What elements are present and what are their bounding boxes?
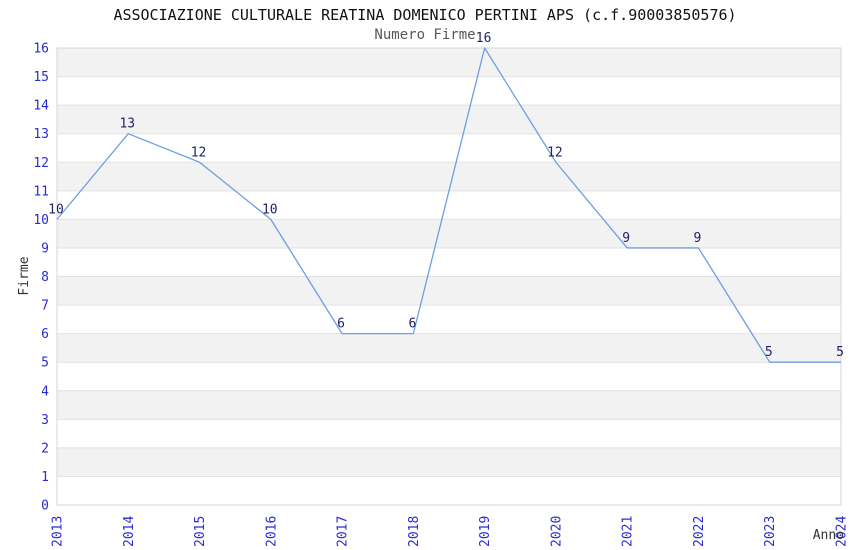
y-tick-label: 6 [41, 327, 49, 342]
point-label: 16 [476, 31, 492, 46]
x-tick-label: 2016 [264, 516, 279, 547]
grid-band [57, 333, 841, 363]
grid-band [57, 162, 841, 191]
x-tick-label: 2024 [835, 516, 850, 547]
grid-band [57, 190, 841, 220]
y-axis-label-firme: Firme [17, 256, 32, 295]
x-tick-label: 2023 [763, 516, 778, 547]
grid-band [57, 76, 841, 106]
point-label: 13 [119, 117, 135, 132]
chart-subtitle: Numero Firme [374, 27, 476, 43]
point-label: 10 [262, 202, 278, 217]
x-tick-label: 2013 [51, 516, 66, 547]
plot-border [56, 47, 842, 506]
point-label: 9 [622, 231, 630, 246]
y-tick-label: 3 [41, 413, 49, 428]
y-tick-label: 0 [41, 499, 49, 514]
point-label: 6 [408, 317, 416, 332]
grid-band [57, 362, 841, 391]
y-tick-label: 13 [33, 127, 49, 142]
y-tick-label: 8 [41, 270, 49, 285]
x-tick-label: 2021 [621, 516, 636, 547]
point-label: 12 [547, 145, 563, 160]
y-tick-label: 4 [41, 384, 49, 399]
chart-title: ASSOCIAZIONE CULTURALE REATINA DOMENICO … [113, 6, 737, 24]
point-label: 10 [48, 202, 64, 217]
y-tick-label: 12 [33, 156, 49, 171]
x-tick-label: 2014 [122, 516, 137, 547]
point-label: 5 [765, 345, 773, 360]
y-tick-label: 15 [33, 70, 49, 85]
grid-band [57, 105, 841, 134]
y-tick-label: 1 [41, 470, 49, 485]
point-label: 6 [337, 317, 345, 332]
grid-band [57, 447, 841, 477]
x-tick-label: 2022 [692, 516, 707, 547]
y-tick-label: 14 [33, 99, 49, 114]
grid-band [57, 247, 841, 277]
x-tick-label: 2018 [407, 516, 422, 547]
x-tick-label: 2019 [478, 516, 493, 547]
y-tick-label: 9 [41, 241, 49, 256]
grid-band [57, 48, 841, 77]
y-tick-label: 11 [33, 184, 49, 199]
y-tick-label: 10 [33, 213, 49, 228]
y-tick-label: 2 [41, 441, 49, 456]
y-tick-label: 7 [41, 299, 49, 314]
point-label: 5 [836, 345, 844, 360]
grid-band [57, 276, 841, 306]
grid-band [57, 390, 841, 420]
grid-band [57, 305, 841, 334]
data-line [56, 47, 841, 363]
grid-band [57, 133, 841, 163]
x-tick-label: 2015 [193, 516, 208, 547]
x-axis-label-anno: Anno [813, 528, 844, 543]
x-tick-label: 2020 [549, 516, 564, 547]
y-tick-label: 16 [33, 42, 49, 57]
x-tick-label: 2017 [336, 516, 351, 547]
grid-band [57, 219, 841, 248]
grid-band [57, 476, 841, 505]
point-label: 12 [191, 145, 207, 160]
point-label: 9 [694, 231, 702, 246]
grid-band [57, 419, 841, 448]
y-tick-label: 5 [41, 356, 49, 371]
